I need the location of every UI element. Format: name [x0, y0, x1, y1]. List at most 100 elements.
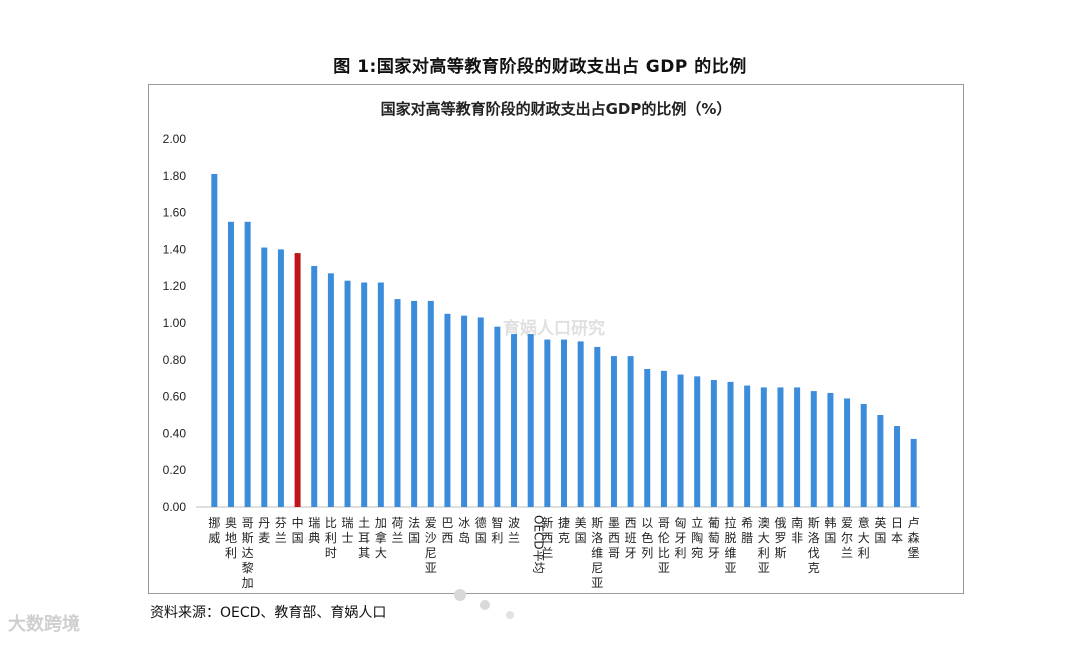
y-tick-label: 1.00: [163, 316, 187, 330]
x-tick-label: 意大利: [858, 515, 870, 560]
bar: [827, 392, 834, 507]
bar: [494, 326, 501, 507]
bar: [261, 247, 268, 507]
bar: [461, 315, 468, 507]
x-tick-label: 澳大利亚: [758, 516, 770, 575]
x-tick-label: 挪威: [208, 516, 220, 545]
source-note: 资料来源：OECD、教育部、育娲人口: [150, 605, 387, 621]
y-tick-label: 0.60: [163, 390, 187, 404]
bar: [877, 415, 884, 507]
bar: [594, 346, 601, 507]
x-tick-label: 智利: [491, 515, 503, 545]
bar: [527, 334, 534, 507]
bar: [760, 387, 767, 507]
x-tick-label: 爱尔兰: [841, 516, 853, 560]
bar: [211, 173, 218, 507]
x-tick-label: OECD平均: [532, 515, 546, 574]
x-tick-label: 葡萄牙: [708, 516, 720, 560]
x-tick-label: 奥地利: [225, 516, 237, 560]
bar: [610, 356, 617, 507]
bar: [294, 253, 301, 507]
x-tick-label: 德国: [475, 515, 487, 545]
x-tick-label: 瑞典: [308, 516, 320, 545]
x-tick-label: 韩国: [824, 515, 836, 545]
bar: [710, 380, 717, 507]
bar: [477, 317, 484, 507]
bar: [910, 438, 917, 507]
x-tick-label: 匈牙利: [675, 516, 687, 560]
y-tick-label: 0.20: [163, 463, 187, 477]
y-tick-label: 0.80: [163, 353, 187, 367]
x-tick-label: 加拿大: [375, 516, 387, 560]
x-tick-label: 南非: [791, 515, 803, 545]
y-tick-label: 2.00: [163, 132, 187, 146]
bar: [227, 221, 234, 508]
x-tick-label: 英国: [874, 516, 886, 545]
x-tick-label: 法国: [408, 516, 420, 545]
y-tick-label: 0.00: [163, 500, 187, 514]
y-tick-label: 1.20: [163, 279, 187, 293]
y-tick-label: 1.40: [163, 242, 187, 256]
bar: [311, 265, 318, 507]
x-tick-label: 波兰: [508, 516, 520, 545]
x-tick-label: 立陶宛: [691, 515, 703, 560]
bar: [244, 221, 251, 508]
watermark-text: 育娲人口研究: [503, 318, 605, 339]
bar: [627, 356, 634, 507]
chart-frame: [148, 84, 964, 594]
bar: [660, 370, 667, 507]
x-tick-label: 捷克: [558, 516, 570, 545]
x-tick-label: 巴西: [441, 516, 453, 545]
bar: [427, 300, 434, 507]
x-tick-label: 比利时: [325, 516, 337, 560]
x-tick-label: 斯洛维尼亚: [591, 516, 603, 590]
x-tick-label: 墨西哥: [608, 516, 620, 560]
x-tick-label: 荷兰: [391, 516, 403, 545]
x-tick-label: 希腊: [741, 515, 753, 545]
x-tick-label: 冰岛: [458, 516, 470, 545]
bar: [327, 273, 334, 507]
bar: [444, 313, 451, 507]
y-tick-label: 1.60: [163, 206, 187, 220]
x-tick-label: 瑞士: [342, 516, 354, 545]
x-tick-label: 西班牙: [625, 516, 637, 560]
bar: [744, 385, 751, 507]
x-tick-label: 丹麦: [258, 516, 270, 545]
x-tick-label: 拉脱维亚: [725, 515, 737, 575]
bar: [344, 280, 351, 507]
bar: [794, 387, 801, 507]
bar: [694, 376, 701, 507]
bar: [411, 300, 418, 507]
x-tick-label: 新西兰: [541, 515, 553, 560]
bar: [561, 339, 567, 507]
x-tick-label: 以色列: [641, 516, 653, 560]
bar: [727, 381, 734, 507]
x-tick-label: 中国: [292, 515, 304, 545]
bar: [511, 334, 518, 507]
x-tick-label: 俄罗斯: [774, 516, 786, 560]
bar: [810, 391, 817, 507]
x-tick-label: 哥斯达黎加: [242, 516, 254, 590]
y-tick-label: 0.40: [163, 426, 187, 440]
figure-title: 图 1:国家对高等教育阶段的财政支出占 GDP 的比例: [333, 57, 747, 77]
bar-chart: 国家对高等教育阶段的财政支出占GDP的比例（%） 0.00 0.20 0.40 0.60…: [163, 100, 920, 590]
x-tick-label: 斯洛伐克: [808, 516, 820, 575]
bar: [777, 387, 784, 507]
x-tick-label: 爱沙尼亚: [425, 516, 437, 575]
x-tick-label: 土耳其: [358, 516, 370, 560]
x-tick-label: 卢森堡: [908, 515, 920, 560]
brand-logo: 大数跨境: [8, 614, 80, 635]
bar: [377, 282, 384, 507]
bar: [544, 339, 551, 507]
watermark-graphic: [454, 589, 514, 619]
bar: [277, 249, 284, 507]
bar: [677, 374, 684, 507]
x-tick-label: 日本: [891, 516, 903, 545]
x-tick-label: 芬兰: [275, 516, 287, 545]
x-tick-label: 哥伦比亚: [658, 516, 670, 575]
bar: [860, 403, 867, 507]
x-tick-label: 美国: [575, 516, 587, 545]
y-tick-label: 1.80: [163, 169, 187, 183]
bar: [644, 369, 651, 507]
bar: [394, 299, 401, 507]
